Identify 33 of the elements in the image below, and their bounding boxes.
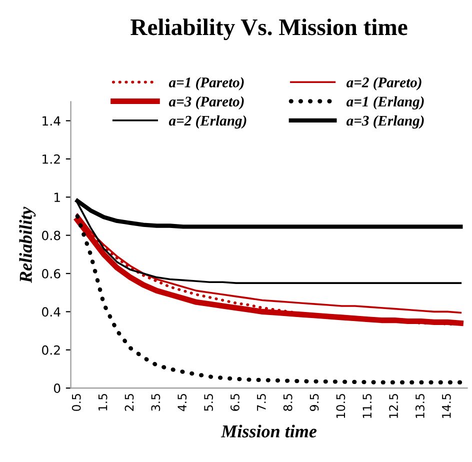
- x-tick-label: 13.5: [416, 394, 424, 418]
- x-tick-label: 5.5: [204, 394, 213, 411]
- y-tick-label: 0: [54, 384, 60, 394]
- y-tick-label: 1: [54, 192, 60, 202]
- x-tick-label: 2.5: [124, 394, 134, 411]
- y-axis-title: Reliability: [19, 206, 36, 283]
- line-series: [75, 214, 463, 384]
- x-tick-label: 10.5: [336, 394, 346, 418]
- chart-title: Reliability Vs. Mission time: [130, 18, 408, 40]
- y-tick-label: 1.4: [42, 116, 60, 126]
- legend-label: a=2 (Erlang): [168, 115, 246, 129]
- x-tick-label: 4.5: [178, 394, 187, 412]
- legend-label: a=2 (Pareto): [346, 77, 422, 90]
- legend-label: a=1 (Erlang): [346, 96, 424, 110]
- x-tick-label: 8.5: [283, 394, 292, 411]
- x-tick-label: 6.5: [230, 394, 240, 411]
- x-tick-label: 7.5: [257, 394, 266, 411]
- x-axis-title: Mission time: [220, 424, 317, 438]
- y-tick-label: 0.4: [42, 307, 60, 317]
- x-tick-label: 9.5: [310, 394, 319, 411]
- y-tick-label: 0.8: [42, 230, 60, 240]
- legend-label: a=1 (Pareto): [168, 77, 244, 90]
- legend-label: a=3 (Erlang): [346, 115, 424, 129]
- x-tick-label: 0.5: [72, 394, 81, 411]
- x-tick-label: 14.5: [442, 394, 451, 418]
- x-tick-label: 3.5: [151, 394, 160, 411]
- x-tick-label: 12.5: [389, 394, 398, 418]
- y-tick-label: 0.2: [42, 345, 60, 355]
- y-tick-label: 0.6: [42, 268, 60, 278]
- x-tick-label: 11.5: [362, 394, 372, 418]
- y-tick-label: 1.2: [42, 154, 60, 164]
- x-tick-label: 1.5: [98, 394, 108, 410]
- legend-label: a=3 (Pareto): [168, 96, 244, 110]
